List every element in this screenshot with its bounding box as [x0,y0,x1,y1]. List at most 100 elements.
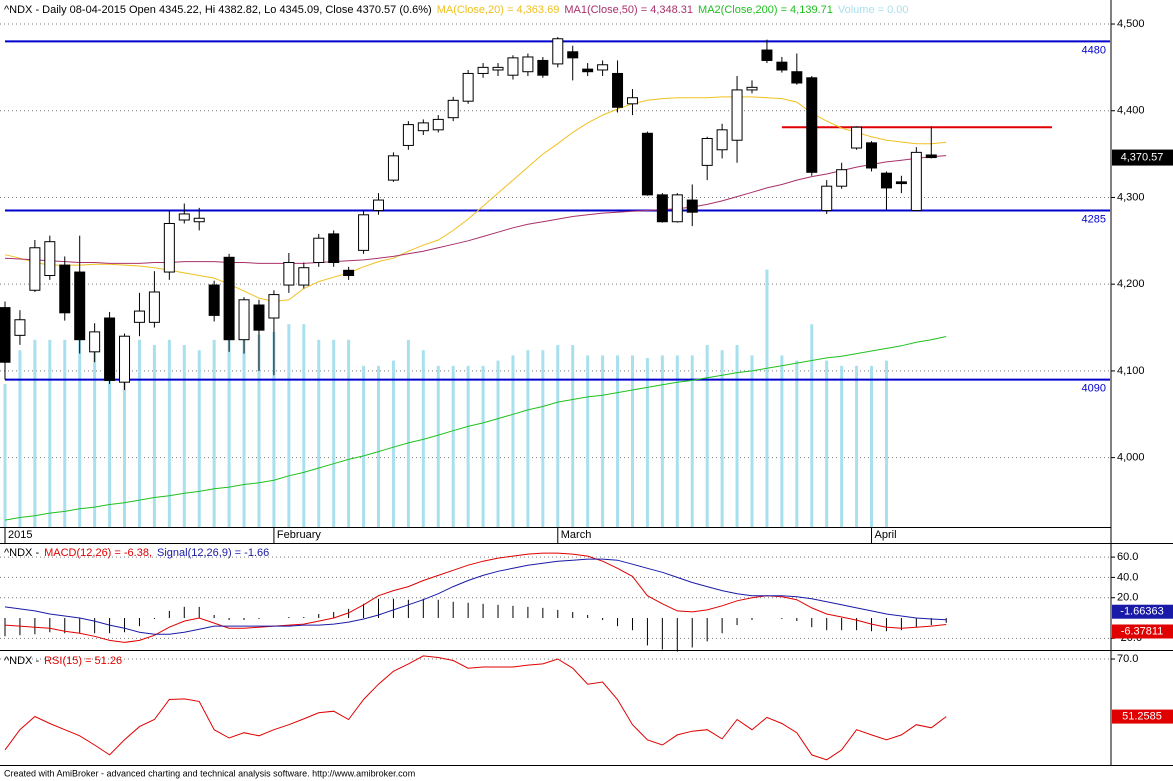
candle-body [746,86,758,91]
pane-title: ^NDX - [4,655,39,667]
y-tick-label: 4,200 [1117,278,1145,290]
value-tag [1112,624,1173,639]
candle-body [178,213,190,221]
candle-body [328,233,340,264]
candle-body [298,267,310,286]
indicator-line [4,558,947,635]
candle-body [119,335,131,383]
y-tick-label: 4,100 [1117,365,1145,377]
candle-body [208,284,220,316]
level-label: 4480 [1082,44,1106,56]
volume-bar [511,355,515,527]
legend-entry: MACD(12,26) = -6.38, [44,547,152,559]
candle-body [641,132,653,196]
candle-body [492,66,504,71]
candle-body [791,71,803,84]
y-tick-label: 40.0 [1117,571,1138,583]
candle-body [283,262,295,286]
volume-bar [616,355,620,527]
candle-body [163,222,175,273]
volume-bar [78,339,82,527]
candle-body [537,59,549,76]
volume-bar [481,365,485,527]
volume-bar [780,355,784,527]
volume-bar [556,345,560,527]
volume-bar [840,365,844,527]
level-label: 4090 [1082,382,1106,394]
candle-body [507,57,519,76]
volume-bar [33,339,37,527]
volume-bar [690,355,694,527]
volume-bar [466,365,470,527]
volume-bar [182,345,186,527]
y-tick-label: 4,500 [1117,18,1145,30]
candle-body [776,61,788,71]
volume-bar [526,350,530,527]
candle-body [866,142,878,169]
footer: Created with AmiBroker - advanced charti… [4,768,415,778]
y-tick-label: 4,400 [1117,105,1145,117]
price-tag-label: 4,370.57 [1121,151,1164,163]
candle-body [836,169,848,187]
candle-body [89,331,101,353]
volume-bar [332,339,336,527]
candle-body [925,154,937,159]
candle-body [656,194,668,223]
candle-body [761,49,773,61]
volume-bar [825,360,829,527]
volume-bar [810,324,814,527]
y-tick-label: 60.0 [1117,551,1138,563]
candle-body [74,271,86,341]
candle-body [238,299,250,341]
candle-body [358,214,370,251]
volume-bar [63,339,67,527]
volume-bar [257,334,261,527]
legend-entry: RSI(15) = 51.26 [44,655,122,667]
volume-bar [317,339,321,527]
volume-bar [795,360,799,527]
candle-body [716,129,728,151]
candle-body [313,237,325,264]
volume-bar [645,358,649,527]
volume-bar [18,350,22,527]
volume-bar [167,339,171,527]
candle-body [612,72,624,108]
candle-body [44,241,56,277]
volume-bar [48,339,52,527]
volume-bar [3,384,7,527]
volume-bar [451,365,455,527]
value-tag-label: 51.2585 [1122,710,1162,722]
candle-body [686,199,698,213]
legend-entry: Signal(12,26,9) = -1.66 [157,547,269,559]
candle-body [432,118,444,131]
y-tick-label: 70.0 [1117,653,1138,665]
candle-body [701,137,713,166]
candle-body [29,247,41,291]
x-tick-label: February [277,529,322,541]
candle-body [193,217,205,223]
value-tag [1112,709,1173,724]
candle-body [253,304,265,331]
candle-body [806,77,818,173]
indicator-line [4,655,947,761]
candle-body [597,64,609,71]
candle-body [731,89,743,141]
candle-body [402,124,414,146]
candle-body [14,319,26,336]
value-tag-label: -6.37811 [1121,625,1164,637]
volume-bar [735,345,739,527]
candle-body [59,264,71,314]
candle-body [373,199,384,211]
candle-body [133,310,145,323]
volume-bar [287,324,291,527]
volume-bar [750,355,754,527]
volume-bar [705,345,709,527]
legend-entry: MA(Close,20) = 4,363.69 [437,4,560,16]
legend-entry: Volume = 0.00 [838,4,909,16]
volume-bar [362,365,366,527]
volume-bar [242,339,246,527]
candle-body [417,122,429,132]
candle-body [148,291,160,323]
volume-bar [586,355,590,527]
